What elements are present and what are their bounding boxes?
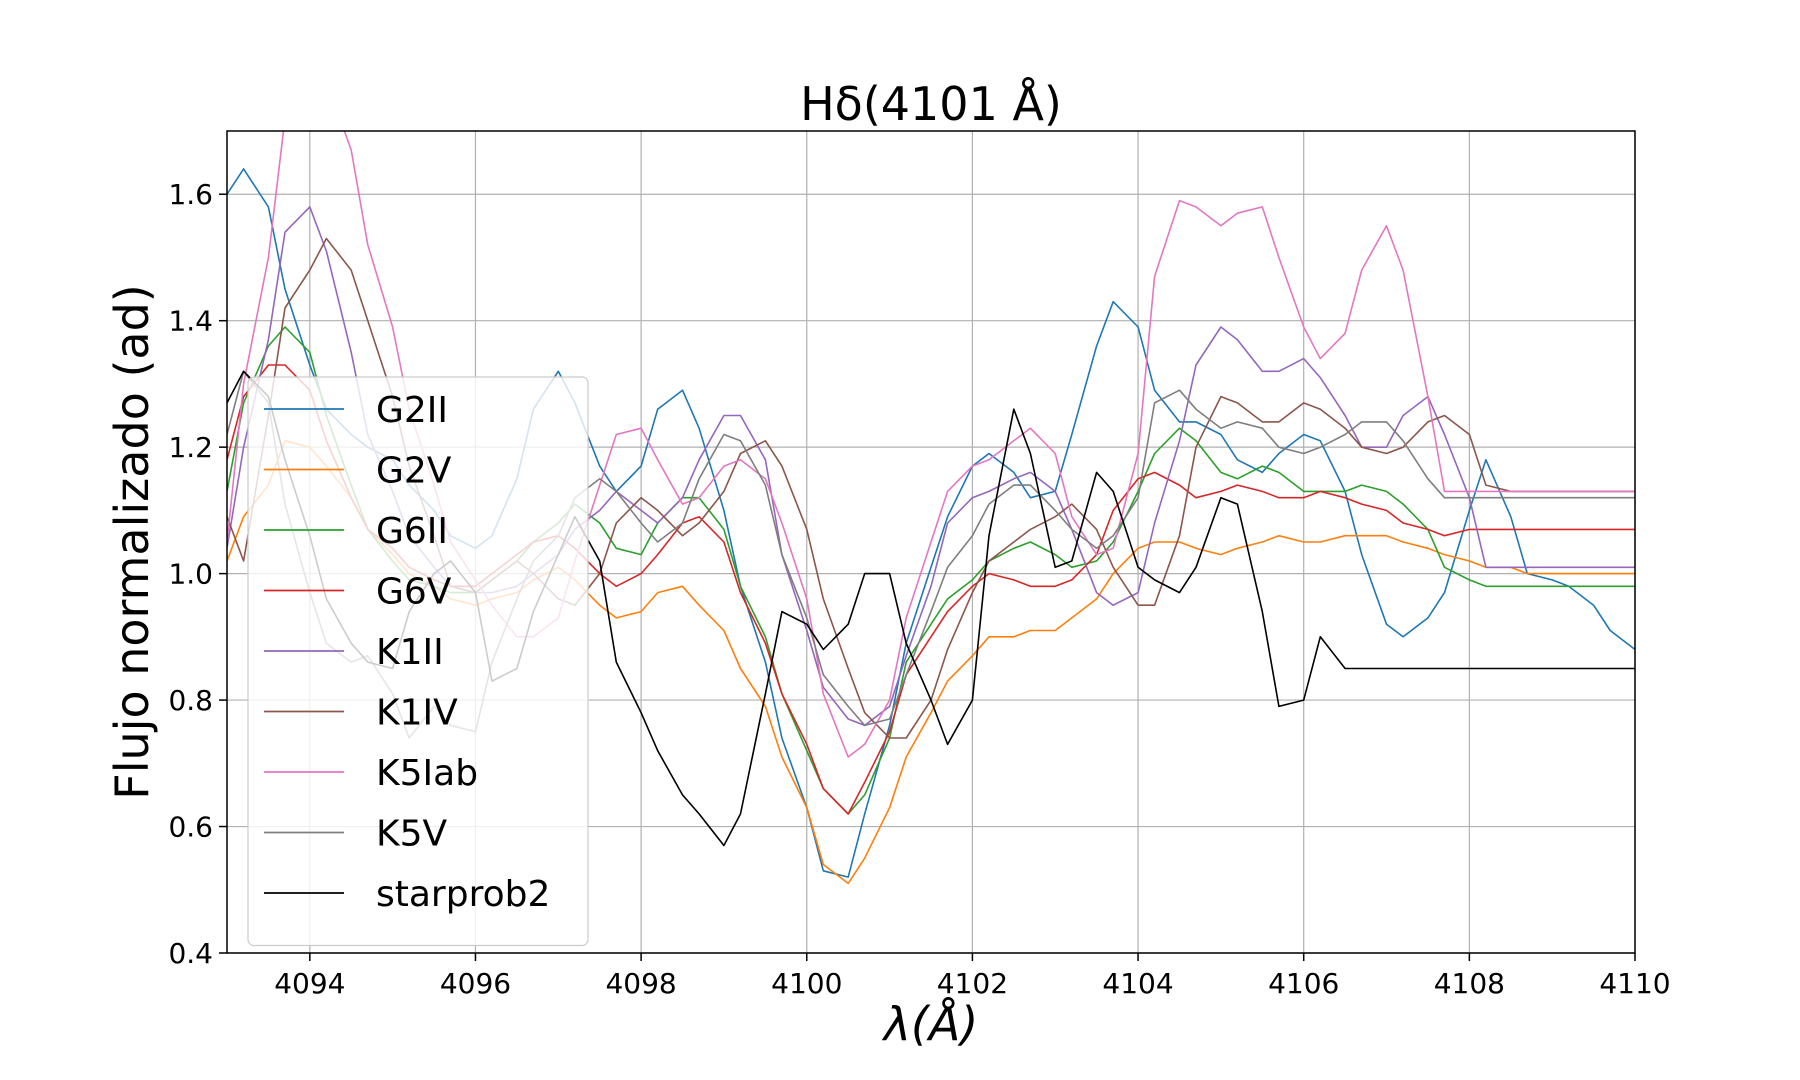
x-tick-label: 4108 — [1434, 967, 1505, 1000]
legend-label: G2II — [376, 390, 448, 431]
legend: G2II G2V G6II G6V K1II K1IV K5Iab K5V starprob2 — [247, 376, 589, 947]
x-tick-label: 4098 — [605, 967, 676, 1000]
x-tick-label: 4106 — [1268, 967, 1339, 1000]
ticks: 4094 4096 4098 4100 4102 4104 4106 4108 4110 0.4 0… — [168, 178, 1670, 1000]
y-tick-label: 1.6 — [168, 178, 213, 211]
y-tick-label: 0.6 — [168, 811, 213, 844]
plot-frame — [226, 130, 1636, 954]
legend-label: K5Iab — [376, 753, 478, 794]
x-tick-label: 4104 — [1102, 967, 1173, 1000]
x-axis-label: λ(Å) — [881, 997, 979, 1051]
x-tick-label: 4094 — [274, 967, 345, 1000]
y-tick-label: 1.2 — [168, 431, 213, 464]
legend-label: G6II — [376, 511, 448, 552]
y-axis-label: Flujo normalizado (ad) — [105, 284, 159, 799]
x-tick-label: 4100 — [771, 967, 842, 1000]
legend-label: K5V — [376, 814, 448, 855]
chart-title: Hδ(4101 Å) — [800, 77, 1062, 131]
legend-label: starprob2 — [376, 874, 550, 915]
x-tick-label: 4102 — [937, 967, 1008, 1000]
legend-label: K1II — [376, 632, 444, 673]
y-tick-label: 0.4 — [168, 937, 213, 970]
legend-label: G6V — [376, 572, 452, 613]
x-tick-label: 4110 — [1599, 967, 1670, 1000]
x-tick-label: 4096 — [440, 967, 511, 1000]
y-tick-label: 1.0 — [168, 558, 213, 591]
legend-label: G2V — [376, 451, 452, 492]
legend-label: K1IV — [376, 693, 458, 734]
y-tick-label: 0.8 — [168, 684, 213, 717]
legend-box — [247, 376, 589, 947]
y-tick-label: 1.4 — [168, 305, 213, 338]
